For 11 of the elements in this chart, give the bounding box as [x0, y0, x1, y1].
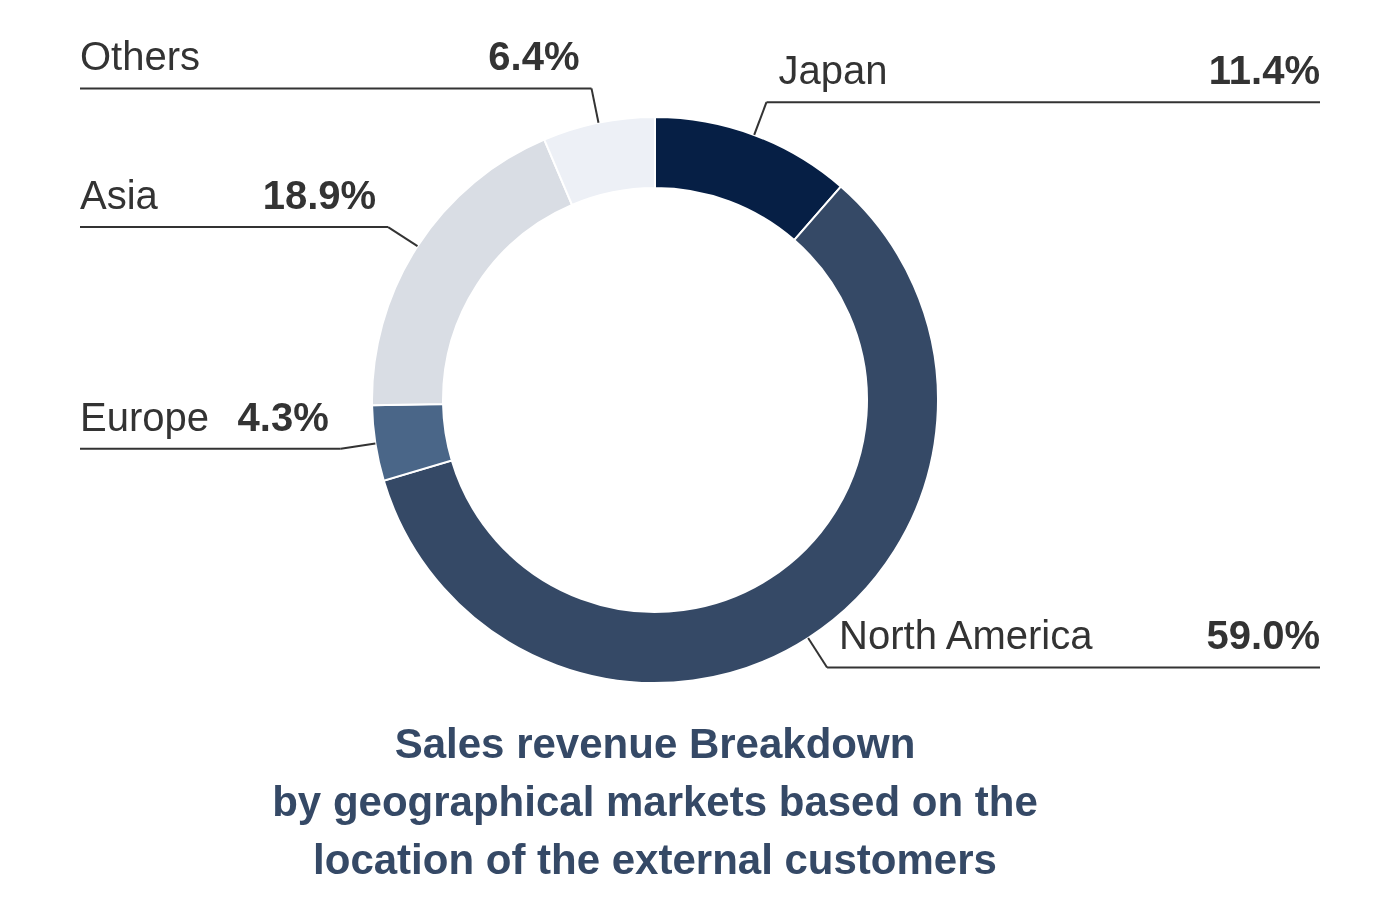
data-label: 18.9% — [262, 173, 377, 218]
data-label: 4.3% — [237, 394, 329, 439]
slice-label: North America — [839, 613, 1094, 658]
slice-label: Others — [80, 34, 201, 79]
slice-label: Asia — [80, 173, 159, 218]
data-label: 6.4% — [488, 34, 580, 79]
data-label: 59.0% — [1206, 613, 1320, 658]
slice-label: Japan — [778, 48, 888, 93]
text: Sales revenue Breakdown by geographical markets based on the location of the external customers — [272, 720, 1038, 883]
slice-label: Europe — [80, 394, 209, 439]
data-label: 11.4% — [1208, 48, 1320, 93]
